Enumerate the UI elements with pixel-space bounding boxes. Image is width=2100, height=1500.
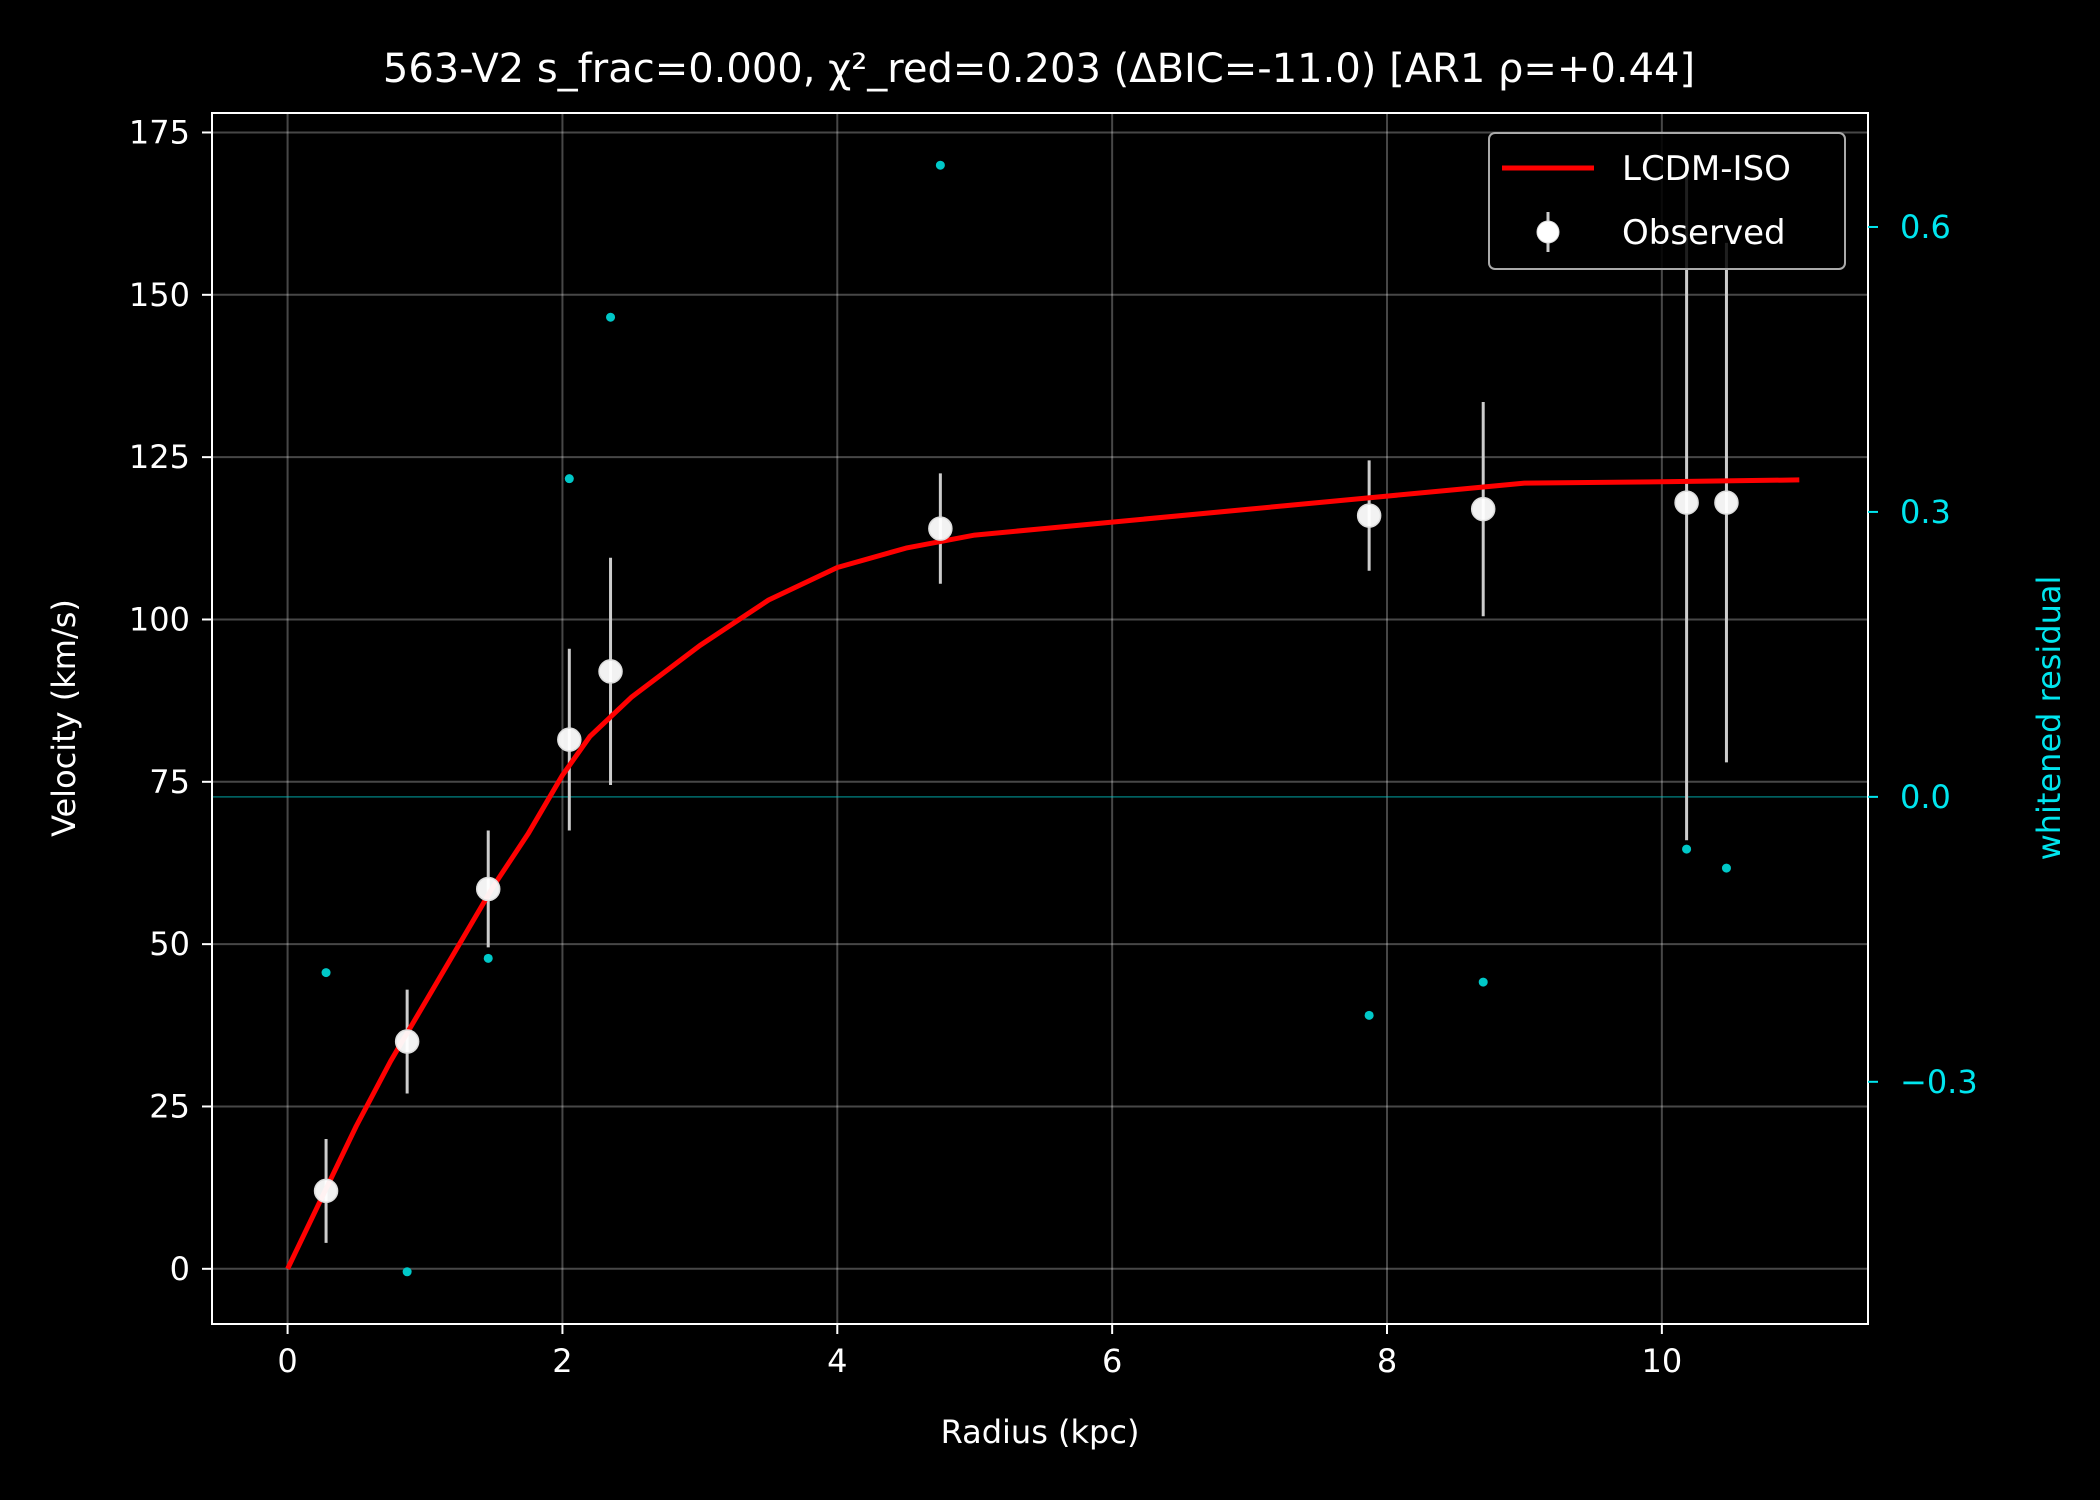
residual-point xyxy=(606,312,616,322)
y-axis-label: Velocity (km/s) xyxy=(45,599,83,837)
model-curve xyxy=(285,477,1800,1270)
y-right-tick-label: 0.3 xyxy=(1900,493,1951,531)
observed-series xyxy=(313,490,1739,1204)
observed-point xyxy=(475,876,501,902)
residual-point xyxy=(483,953,493,963)
residual-point xyxy=(402,1267,412,1277)
y-tick-label: 150 xyxy=(129,276,190,314)
y-tick-label: 125 xyxy=(129,438,190,476)
residual-point xyxy=(1682,844,1692,854)
y-tick-label: 175 xyxy=(129,113,190,151)
observed-point xyxy=(394,1029,420,1054)
y-right-tick-label: 0.6 xyxy=(1900,208,1951,246)
residual-point xyxy=(1364,1010,1374,1020)
observed-point xyxy=(1356,503,1382,528)
residual-point xyxy=(1721,863,1731,873)
residual-point xyxy=(1478,977,1488,987)
observed-point xyxy=(1714,490,1739,515)
legend-marker-swatch xyxy=(1536,220,1560,244)
residual-point xyxy=(321,968,331,978)
x-tick-label: 8 xyxy=(1377,1342,1397,1380)
chart-title: 563-V2 s_frac=0.000, χ²_red=0.203 (ΔBIC=… xyxy=(383,46,1695,92)
y-tick-label: 25 xyxy=(149,1087,190,1125)
residual-point xyxy=(935,160,945,170)
y-tick-label: 100 xyxy=(129,600,190,638)
legend-label-model: LCDM-ISO xyxy=(1622,149,1791,189)
y-tick-label: 0 xyxy=(170,1250,190,1288)
y-right-tick-label: −0.3 xyxy=(1900,1063,1978,1101)
legend: LCDM-ISO Observed xyxy=(1488,132,1846,270)
x-tick-label: 10 xyxy=(1641,1342,1682,1380)
y-tick-label: 75 xyxy=(149,763,190,801)
x-tick-label: 6 xyxy=(1102,1342,1122,1380)
observed-point xyxy=(928,516,953,541)
residual-series xyxy=(321,160,1731,1277)
y-right-tick-label: 0.0 xyxy=(1900,778,1951,816)
observed-point xyxy=(1470,496,1496,522)
x-tick-label: 0 xyxy=(277,1342,297,1380)
observed-point xyxy=(1674,490,1699,515)
x-tick-label: 2 xyxy=(552,1342,572,1380)
observed-point xyxy=(598,659,623,684)
observed-point xyxy=(557,727,582,752)
model-series xyxy=(285,477,1800,1270)
x-tick-label: 4 xyxy=(827,1342,847,1380)
residual-point xyxy=(564,474,574,484)
legend-label-observed: Observed xyxy=(1622,213,1786,253)
observed-point xyxy=(313,1178,339,1204)
plot-frame xyxy=(211,112,1869,1325)
y-right-axis-label: whitened residual xyxy=(2030,576,2068,861)
x-axis-label: Radius (kpc) xyxy=(941,1413,1140,1451)
y-tick-label: 50 xyxy=(149,925,190,963)
